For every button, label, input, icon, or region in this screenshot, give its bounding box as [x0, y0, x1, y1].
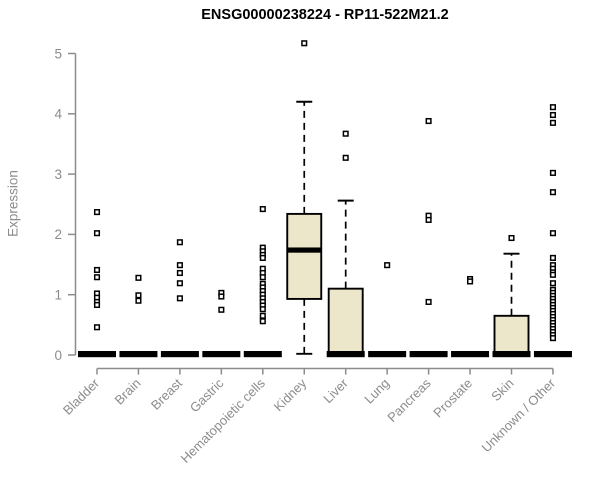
outlier-point: [135, 292, 142, 299]
x-tick-label: Gastric: [187, 375, 227, 415]
outlier-point: [176, 269, 183, 277]
zero-box-unknown-other: [533, 351, 572, 358]
zero-box-brain: [119, 351, 158, 358]
outlier-point: [467, 278, 474, 285]
outlier-point: [93, 274, 101, 281]
outlier-point: [259, 306, 266, 313]
outlier-point: [259, 312, 266, 319]
outlier-point: [549, 111, 557, 119]
y-tick-label: 5: [54, 46, 62, 61]
outlier-point: [93, 230, 101, 237]
outlier-point: [549, 254, 557, 261]
y-tick-label: 0: [54, 348, 62, 363]
zero-box-lung: [368, 351, 407, 358]
outlier-point: [176, 295, 183, 302]
x-tick-label: Bladder: [60, 375, 103, 418]
x-tick-label: Breast: [148, 375, 185, 412]
zero-box-gastric: [202, 351, 241, 358]
x-tick-label: Kidney: [271, 375, 310, 414]
x-tick-label: Skin: [488, 376, 516, 404]
outlier-point: [549, 280, 557, 287]
y-tick-label: 4: [54, 107, 62, 122]
outlier-point: [342, 130, 349, 137]
outlier-point: [549, 189, 557, 196]
outlier-point: [93, 324, 101, 331]
x-tick-label: Lung: [361, 376, 392, 407]
zero-box-pancreas: [409, 351, 448, 358]
x-tick-label: Brain: [111, 376, 143, 408]
outlier-point: [135, 274, 142, 281]
box-kidney: [286, 212, 323, 300]
median-line: [326, 351, 365, 358]
outlier-point: [176, 262, 183, 269]
outlier-point: [135, 297, 142, 304]
outlier-point: [218, 306, 225, 313]
outlier-point: [301, 40, 308, 47]
outlier-point: [259, 254, 266, 261]
outlier-point: [259, 206, 266, 213]
outlier-point: [549, 230, 557, 237]
outlier-point: [176, 280, 183, 287]
outlier-point: [384, 262, 391, 269]
outlier-point: [425, 216, 432, 223]
y-tick-label: 2: [54, 227, 62, 242]
zero-box-hematopoietic-cells: [243, 351, 282, 358]
y-tick-label: 3: [54, 167, 62, 182]
outlier-point: [549, 271, 557, 278]
outlier-point: [508, 234, 515, 242]
outlier-point: [549, 335, 557, 342]
y-tick-label: 1: [54, 288, 62, 303]
median-line: [287, 247, 322, 253]
outlier-point: [342, 154, 349, 161]
outlier-point: [425, 298, 432, 305]
outlier-point: [425, 117, 432, 125]
chart-title: ENSG00000238224 - RP11-522M21.2: [201, 7, 449, 23]
x-tick-label: Prostate: [430, 376, 475, 421]
outlier-point: [93, 266, 101, 274]
outlier-point: [549, 119, 557, 126]
zero-box-prostate: [451, 351, 490, 358]
outlier-point: [549, 104, 557, 111]
box-liver: [327, 287, 364, 356]
outlier-point: [259, 318, 266, 325]
outlier-point: [93, 209, 101, 216]
outlier-point: [218, 293, 225, 300]
outlier-point: [549, 169, 557, 176]
median-line: [492, 351, 531, 358]
zero-box-breast: [160, 351, 199, 358]
outlier-point: [176, 239, 183, 246]
outlier-point: [93, 301, 101, 309]
zero-box-bladder: [78, 351, 116, 358]
x-tick-label: Pancreas: [384, 375, 434, 425]
outlier-point: [259, 274, 266, 281]
x-tick-label: Liver: [320, 375, 351, 406]
x-tick-label: Unknown / Other: [478, 375, 558, 455]
box-skin: [493, 314, 530, 356]
